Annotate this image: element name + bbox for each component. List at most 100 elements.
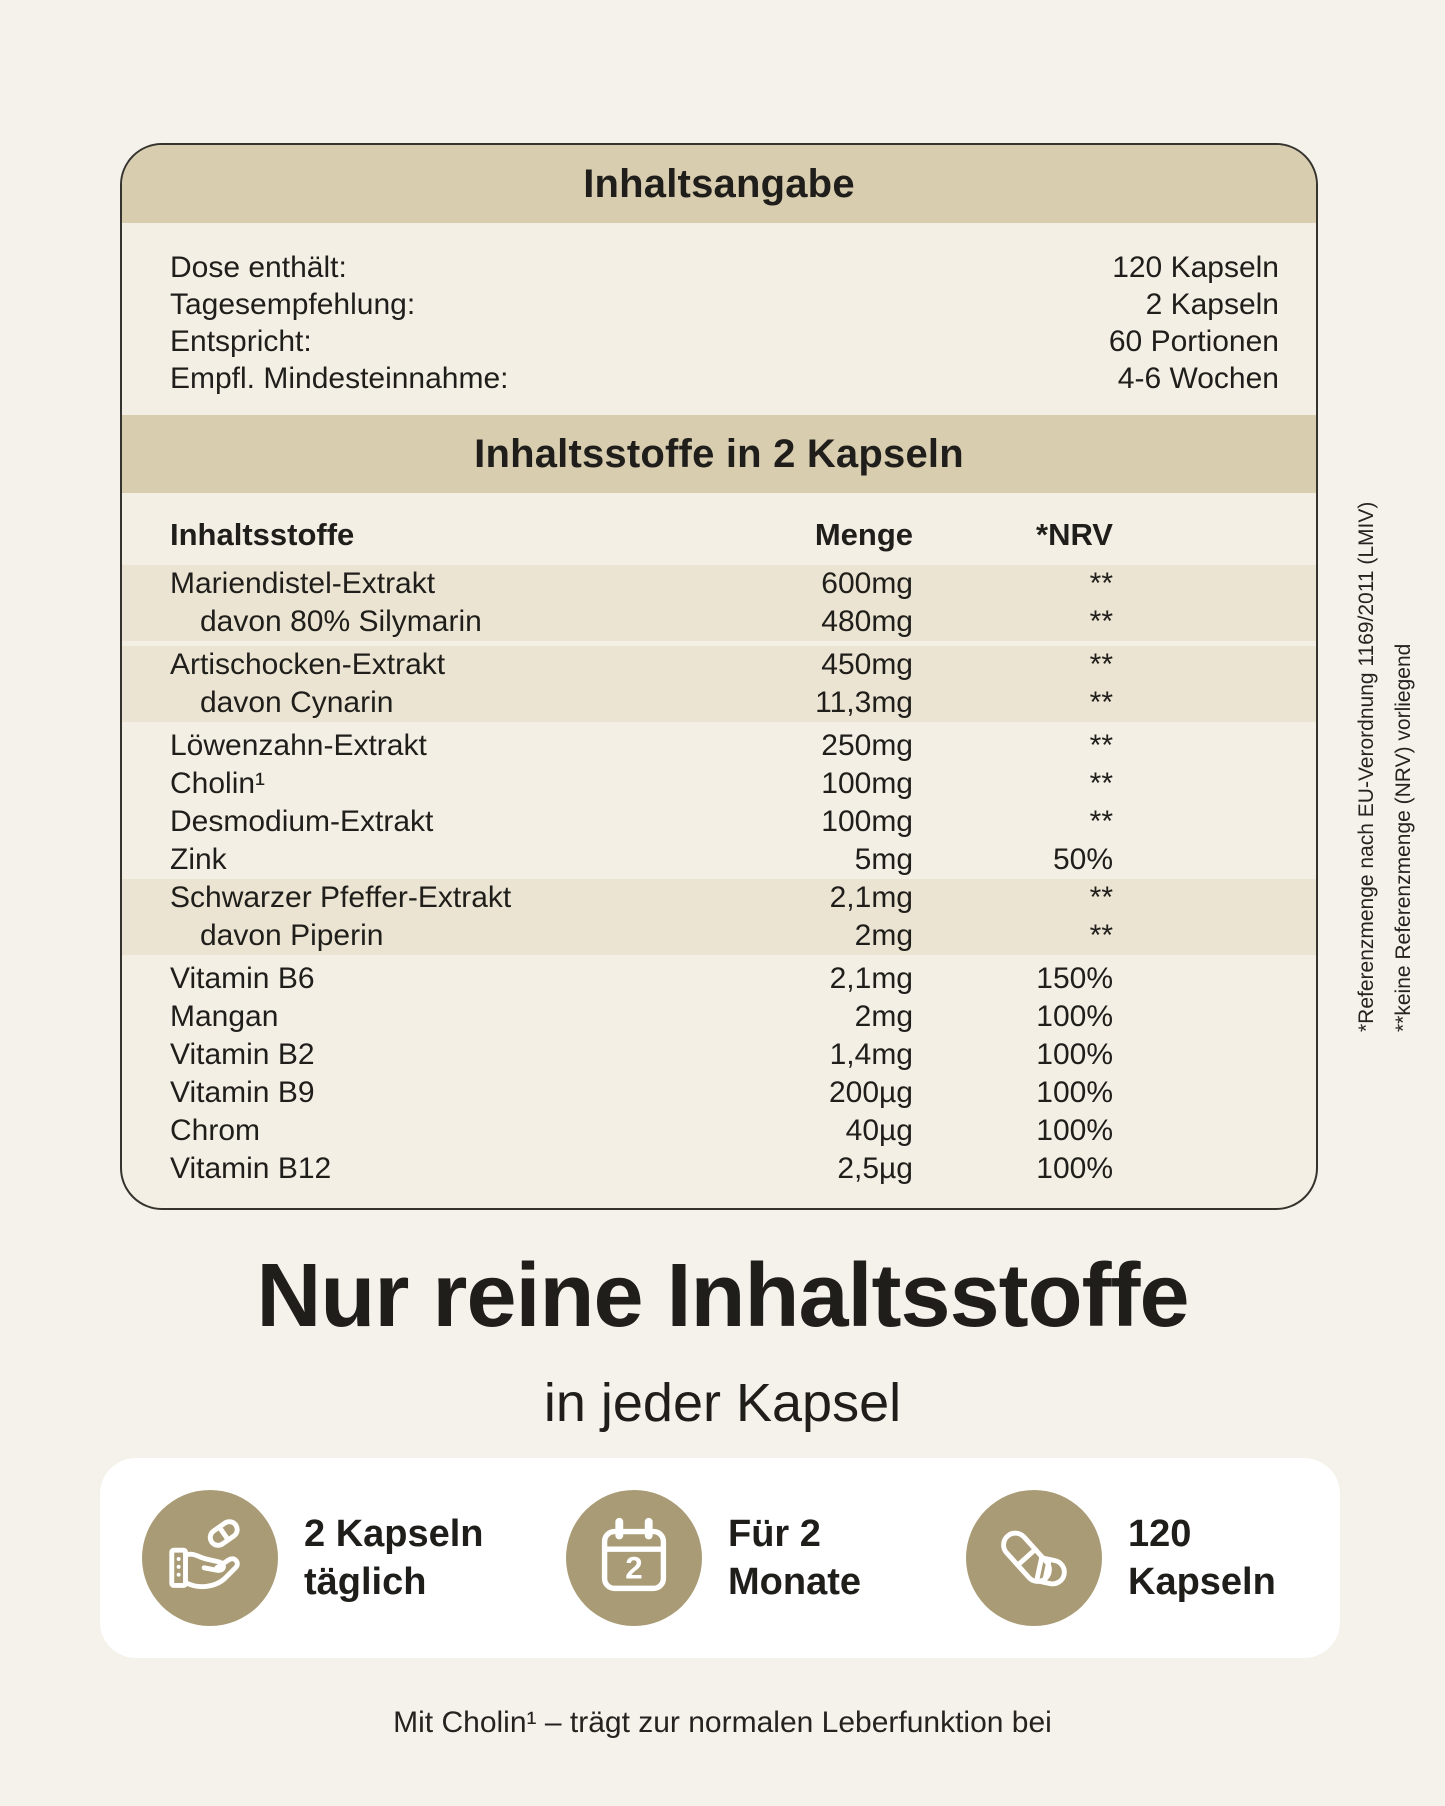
info-row: Dose enthält: 120 Kapseln — [170, 249, 1279, 286]
ingredients-table: Mariendistel-Extrakt 600mg ** davon 80% Sil… — [122, 565, 1316, 1208]
info-value: 4-6 Wochen — [1117, 362, 1279, 395]
features-card: 2 Kapseln täglich 2 Für 2 Monate — [100, 1458, 1340, 1658]
cell-amount: 2,5µg — [837, 1152, 913, 1185]
info-value: 60 Portionen — [1108, 325, 1279, 358]
cell-amount: 2,1mg — [829, 962, 913, 995]
feature-label: 120 Kapseln — [1128, 1510, 1276, 1606]
feature-label-line2: täglich — [304, 1561, 427, 1603]
ingredient-group-shaded: Artischocken-Extrakt 450mg ** davon Cynarin… — [122, 646, 1316, 722]
table-row: Cholin¹ 100mg ** — [122, 765, 1316, 803]
ingredient-group: Löwenzahn-Extrakt 250mg ** Cholin¹ 100mg ** De… — [122, 727, 1316, 879]
table-row: Schwarzer Pfeffer-Extrakt 2,1mg ** — [122, 879, 1316, 917]
headline: Nur reine Inhaltsstoffe — [256, 1246, 1189, 1346]
cell-nrv: ** — [1089, 686, 1113, 719]
cell-name: Cholin¹ — [170, 767, 266, 800]
cell-nrv: ** — [1089, 729, 1113, 762]
footnote-no-nrv: **keine Referenzmenge (NRV) vorliegend — [1392, 643, 1415, 1032]
ingredient-group: Vitamin B6 2,1mg 150% Mangan 2mg 100% Vitamin … — [122, 960, 1316, 1188]
cell-nrv: 150% — [1036, 962, 1113, 995]
table-row: davon Piperin 2mg ** — [122, 917, 1316, 955]
cell-amount: 200µg — [828, 1076, 913, 1109]
info-rows: Dose enthält: 120 Kapseln Tagesempfehlung:… — [122, 223, 1316, 415]
info-value: 2 Kapseln — [1145, 288, 1279, 321]
panel-title-band: Inhaltsangabe — [122, 145, 1316, 223]
cell-amount: 450mg — [821, 648, 913, 681]
cell-amount: 100mg — [821, 805, 913, 838]
hand-capsule-icon — [142, 1490, 278, 1626]
cell-name: Chrom — [170, 1114, 261, 1147]
info-label: Empfl. Mindesteinnahme: — [170, 362, 509, 395]
ingredient-group-shaded: Schwarzer Pfeffer-Extrakt 2,1mg ** davon Pi… — [122, 879, 1316, 955]
cell-amount: 480mg — [821, 605, 913, 638]
table-row: Vitamin B6 2,1mg 150% — [122, 960, 1316, 998]
cell-name: Löwenzahn-Extrakt — [170, 729, 427, 762]
feature-label-line1: Für 2 — [728, 1513, 821, 1555]
table-row: Mangan 2mg 100% — [122, 998, 1316, 1036]
cell-nrv: ** — [1089, 767, 1113, 800]
column-header-amount: Menge — [814, 517, 913, 552]
cholin-claim: Mit Cholin¹ – trägt zur normalen Leberfu… — [393, 1706, 1052, 1739]
info-label: Dose enthält: — [170, 251, 347, 284]
cell-nrv: 100% — [1036, 1114, 1113, 1147]
table-row: Artischocken-Extrakt 450mg ** — [122, 646, 1316, 684]
feature-label: Für 2 Monate — [728, 1510, 861, 1606]
cell-amount: 1,4mg — [829, 1038, 913, 1071]
panel-title: Inhaltsangabe — [583, 161, 855, 206]
calendar-icon: 2 — [566, 1490, 702, 1626]
table-row: Vitamin B2 1,4mg 100% — [122, 1036, 1316, 1074]
footnotes: *Referenzmenge nach EU-Verordnung 1169/2… — [1348, 501, 1422, 1032]
cell-name: Vitamin B2 — [170, 1038, 315, 1071]
info-row: Entspricht: 60 Portionen — [170, 323, 1279, 360]
feature-capsule-count: 120 Kapseln — [966, 1490, 1340, 1626]
cell-nrv: ** — [1089, 919, 1113, 952]
cell-name: Vitamin B9 — [170, 1076, 315, 1109]
cell-amount: 40µg — [845, 1114, 913, 1147]
feature-duration: 2 Für 2 Monate — [566, 1490, 966, 1626]
cell-nrv: ** — [1089, 567, 1113, 600]
cell-amount: 2,1mg — [829, 881, 913, 914]
table-row: davon Cynarin 11,3mg ** — [122, 684, 1316, 722]
table-row: Zink 5mg 50% — [122, 841, 1316, 879]
info-label: Tagesempfehlung: — [170, 288, 416, 321]
section-title: Inhaltsstoffe in 2 Kapseln — [474, 431, 964, 476]
feature-label-line2: Monate — [728, 1561, 861, 1603]
cell-name: Artischocken-Extrakt — [170, 648, 446, 681]
table-row: Vitamin B12 2,5µg 100% — [122, 1150, 1316, 1188]
table-row: Mariendistel-Extrakt 600mg ** — [122, 565, 1316, 603]
info-row: Empfl. Mindesteinnahme: 4-6 Wochen — [170, 360, 1279, 397]
cell-name: Vitamin B6 — [170, 962, 315, 995]
cell-name: davon 80% Silymarin — [200, 605, 482, 638]
footnote-nrv-reference: *Referenzmenge nach EU-Verordnung 1169/2… — [1355, 501, 1378, 1032]
cell-amount: 5mg — [854, 843, 913, 876]
feature-label-line2: Kapseln — [1128, 1561, 1276, 1603]
info-label: Entspricht: — [170, 325, 312, 358]
cell-name: Mariendistel-Extrakt — [170, 567, 436, 600]
capsules-icon — [966, 1490, 1102, 1626]
feature-label: 2 Kapseln täglich — [304, 1510, 484, 1606]
cell-name: davon Cynarin — [200, 686, 394, 719]
cell-name: Vitamin B12 — [170, 1152, 332, 1185]
column-header-nrv: *NRV — [1036, 517, 1113, 552]
table-header: Inhaltsstoffe Menge *NRV — [122, 493, 1316, 565]
cell-nrv: ** — [1089, 805, 1113, 838]
table-row: davon 80% Silymarin 480mg ** — [122, 603, 1316, 641]
calendar-number: 2 — [625, 1551, 642, 1586]
cell-nrv: ** — [1089, 648, 1113, 681]
info-value: 120 Kapseln — [1112, 251, 1279, 284]
cell-amount: 2mg — [854, 919, 913, 952]
cell-nrv: 100% — [1036, 1076, 1113, 1109]
cell-name: davon Piperin — [200, 919, 384, 952]
table-row: Chrom 40µg 100% — [122, 1112, 1316, 1150]
cell-nrv: 100% — [1036, 1152, 1113, 1185]
nutrition-panel: Inhaltsangabe Dose enthält: 120 Kapseln Ta… — [120, 143, 1318, 1210]
cell-nrv: 50% — [1052, 843, 1113, 876]
cell-nrv: 100% — [1036, 1000, 1113, 1033]
ingredient-group-shaded: Mariendistel-Extrakt 600mg ** davon 80% Sil… — [122, 565, 1316, 641]
cell-amount: 11,3mg — [815, 686, 913, 719]
cell-name: Schwarzer Pfeffer-Extrakt — [170, 881, 512, 914]
cell-name: Desmodium-Extrakt — [170, 805, 434, 838]
cell-nrv: ** — [1089, 881, 1113, 914]
info-row: Tagesempfehlung: 2 Kapseln — [170, 286, 1279, 323]
table-row: Löwenzahn-Extrakt 250mg ** — [122, 727, 1316, 765]
